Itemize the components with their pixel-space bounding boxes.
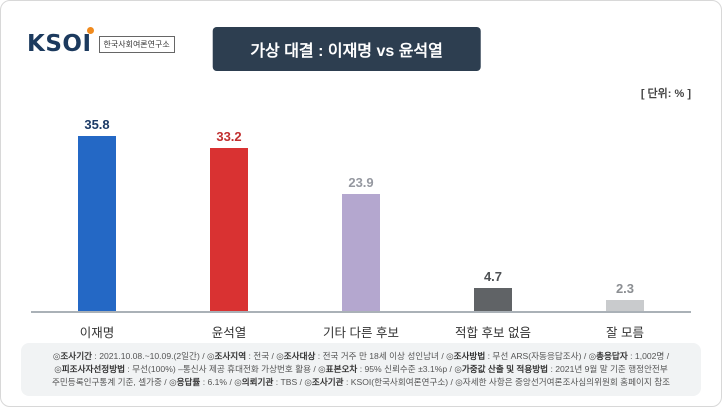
category-label: 이재명 [79, 326, 115, 340]
bar-value-label: 23.9 [348, 175, 374, 190]
bar-chart: 35.8 33.2 23.9 4.7 2.3 이재명 윤석열 기타 다른 후보 적합 후보 없… [31, 109, 691, 341]
bar-value-label: 4.7 [483, 269, 503, 284]
bar-value-label: 33.2 [216, 129, 242, 144]
footnote-line: 주민등록인구통계 기준, 셀가중 / ◎응답률 : 6.1% / ◎의뢰기관 :… [51, 377, 671, 388]
unit-label: [ 단위: % ] [640, 88, 691, 100]
category-axis: 이재명 윤석열 기타 다른 후보 적합 후보 없음 잘 모름 [31, 313, 691, 341]
chart-title: 가상 대결 : 이재명 vs 윤석열 [250, 43, 443, 60]
bar-group: 33.2 [163, 109, 295, 311]
ksoi-logo: KSOI 한국사회여론연구소 [27, 27, 175, 57]
ksoi-logo-text: KSOI [27, 31, 92, 57]
bar [606, 300, 644, 311]
bar-value-label: 35.8 [84, 117, 110, 132]
category-label: 적합 후보 없음 [455, 326, 531, 340]
ksoi-logo-mark: KSOI [27, 27, 94, 57]
bar-group: 2.3 [559, 109, 691, 311]
footnote-line: ◎피조사자선정방법 : 무선(100%) –통신사 제공 휴대전화 가상번호 활… [54, 364, 668, 375]
bar-value-label: 2.3 [615, 281, 635, 296]
bar [210, 148, 248, 311]
logo-orange-dot-icon [86, 27, 94, 34]
category-label: 잘 모름 [606, 326, 644, 340]
bar [342, 194, 380, 311]
bar-group: 35.8 [31, 109, 163, 311]
bar-group: 4.7 [427, 109, 559, 311]
ksoi-logo-subtitle: 한국사회여론연구소 [98, 35, 175, 53]
survey-methodology-note: ◎조사기간 : 2021.10.08.~10.09.(2일간) / ◎조사지역 … [21, 343, 701, 396]
plot-area: 35.8 33.2 23.9 4.7 2.3 [31, 109, 691, 313]
chart-title-banner: 가상 대결 : 이재명 vs 윤석열 [212, 27, 481, 71]
category-label: 기타 다른 후보 [323, 326, 399, 340]
footnote-line: ◎조사기간 : 2021.10.08.~10.09.(2일간) / ◎조사지역 … [52, 351, 670, 362]
bar [78, 136, 116, 311]
bar-group: 23.9 [295, 109, 427, 311]
category-label: 윤석열 [211, 326, 247, 340]
bar [474, 288, 512, 311]
